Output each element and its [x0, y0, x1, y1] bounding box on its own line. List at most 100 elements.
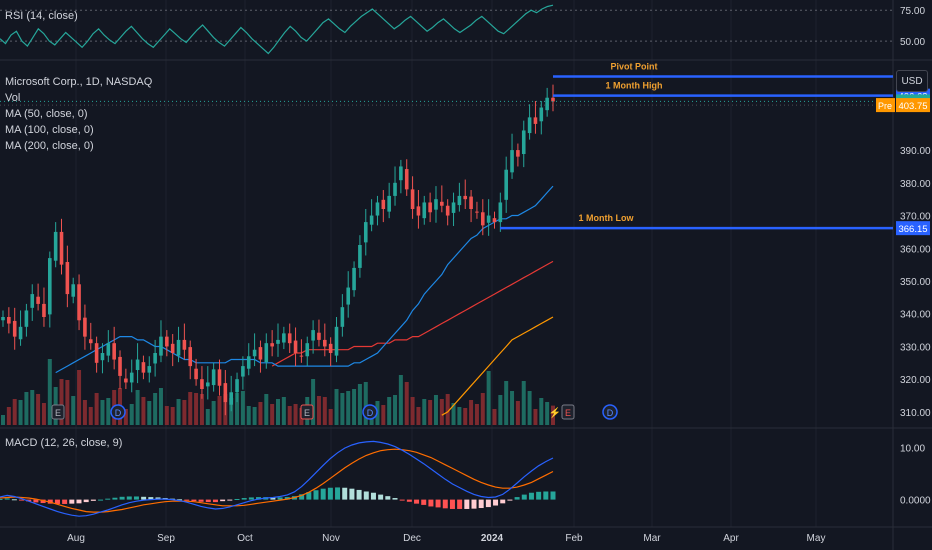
candle[interactable] [293, 340, 298, 353]
price-tag[interactable]: 366.15 [896, 221, 930, 236]
candle[interactable] [323, 339, 327, 347]
candle[interactable] [200, 379, 204, 389]
candle[interactable] [241, 366, 245, 377]
macd-panel[interactable]: 10.00 0.0000 [0, 440, 931, 517]
candle[interactable] [170, 343, 175, 353]
candle[interactable] [65, 262, 70, 295]
candle[interactable] [30, 294, 35, 308]
candle[interactable] [445, 205, 450, 216]
event-marker-e[interactable]: E [300, 404, 314, 420]
candle[interactable] [416, 206, 421, 216]
candle[interactable] [334, 326, 339, 356]
candle[interactable] [124, 378, 128, 383]
candle[interactable] [88, 339, 93, 344]
event-marker-d[interactable]: D [110, 404, 126, 420]
candle[interactable] [176, 339, 181, 356]
candle[interactable] [516, 150, 520, 157]
event-marker-d[interactable]: D [602, 404, 618, 420]
candle[interactable] [393, 182, 397, 196]
macd-legend[interactable]: MACD (12, 26, close, 9) [5, 437, 123, 449]
candle[interactable] [434, 199, 438, 210]
rsi-legend[interactable]: RSI (14, close) [5, 10, 78, 22]
candle[interactable] [305, 343, 310, 357]
event-marker-d[interactable]: D [362, 404, 378, 420]
candle[interactable] [358, 245, 362, 268]
candle[interactable] [381, 199, 386, 209]
candle[interactable] [264, 343, 269, 363]
candle[interactable] [229, 392, 233, 405]
candle[interactable] [12, 320, 17, 337]
price-panel[interactable]: 310.00 320.00 330.00 340.00 350.00 360.00 370.… [0, 61, 931, 425]
candle[interactable] [112, 343, 116, 360]
currency-button[interactable]: USD [896, 70, 928, 92]
candle[interactable] [182, 339, 187, 350]
candle[interactable] [475, 211, 479, 213]
candle[interactable] [539, 107, 544, 122]
candle[interactable] [7, 317, 11, 324]
candle[interactable] [451, 202, 456, 213]
candle[interactable] [36, 296, 40, 304]
candle[interactable] [129, 372, 134, 383]
candle[interactable] [223, 383, 228, 403]
candle[interactable] [205, 382, 210, 387]
candle[interactable] [428, 202, 432, 213]
candle[interactable] [317, 332, 321, 340]
candle[interactable] [440, 201, 444, 206]
time-axis[interactable]: Aug Sep Oct Nov Dec 2024 Feb Mar Apr May [67, 533, 825, 544]
candle[interactable] [492, 218, 497, 223]
candle[interactable] [551, 97, 555, 102]
candle[interactable] [527, 117, 532, 134]
candle[interactable] [159, 336, 163, 356]
candle[interactable] [188, 347, 193, 367]
candle[interactable] [457, 195, 462, 206]
candle[interactable] [399, 166, 403, 181]
event-marker-e[interactable]: E [561, 404, 575, 420]
ma200-legend[interactable]: MA (200, close, 0) [5, 140, 94, 152]
candle[interactable] [521, 130, 526, 155]
candle[interactable] [165, 336, 169, 347]
candle[interactable] [469, 196, 473, 209]
price-tag[interactable]: Pre 403.75 [876, 98, 930, 113]
price-legend-symbol[interactable]: Microsoft Corp., 1D, NASDAQ [5, 76, 153, 88]
rsi-panel[interactable]: 75.00 50.00 [0, 4, 925, 55]
ma50-legend[interactable]: MA (50, close, 0) [5, 108, 88, 120]
candle[interactable] [463, 195, 468, 200]
candle[interactable] [375, 202, 380, 216]
candle[interactable] [48, 258, 52, 315]
rsi-line[interactable] [0, 4, 554, 55]
candle[interactable] [363, 222, 368, 243]
candle[interactable] [153, 353, 157, 364]
candle[interactable] [498, 202, 503, 223]
candle[interactable] [135, 359, 140, 371]
candle[interactable] [287, 333, 292, 344]
candle[interactable] [276, 339, 280, 344]
candle[interactable] [94, 343, 99, 363]
candle[interactable] [77, 284, 81, 321]
macd-signal-line[interactable] [0, 448, 554, 513]
candle[interactable] [258, 347, 263, 360]
ma100-legend[interactable]: MA (100, close, 0) [5, 124, 94, 136]
candle[interactable] [106, 343, 111, 356]
candle[interactable] [71, 284, 76, 297]
candle[interactable] [211, 369, 216, 386]
candle[interactable] [404, 169, 409, 190]
ma200-line[interactable] [441, 316, 554, 416]
event-marker-e[interactable]: E [51, 404, 65, 420]
candle[interactable] [504, 169, 508, 200]
candle[interactable] [545, 97, 549, 111]
candle[interactable] [486, 215, 491, 223]
candle[interactable] [217, 369, 222, 386]
candle[interactable] [1, 317, 5, 321]
candle[interactable] [480, 212, 485, 226]
candle[interactable] [246, 356, 251, 369]
candle[interactable] [18, 326, 23, 340]
candle[interactable] [194, 368, 198, 380]
ma50-line[interactable] [55, 185, 554, 374]
candle[interactable] [24, 310, 29, 327]
candle[interactable] [235, 379, 239, 393]
candle[interactable] [352, 267, 356, 291]
candle[interactable] [510, 150, 514, 173]
candle[interactable] [387, 195, 391, 212]
candle[interactable] [346, 287, 351, 305]
